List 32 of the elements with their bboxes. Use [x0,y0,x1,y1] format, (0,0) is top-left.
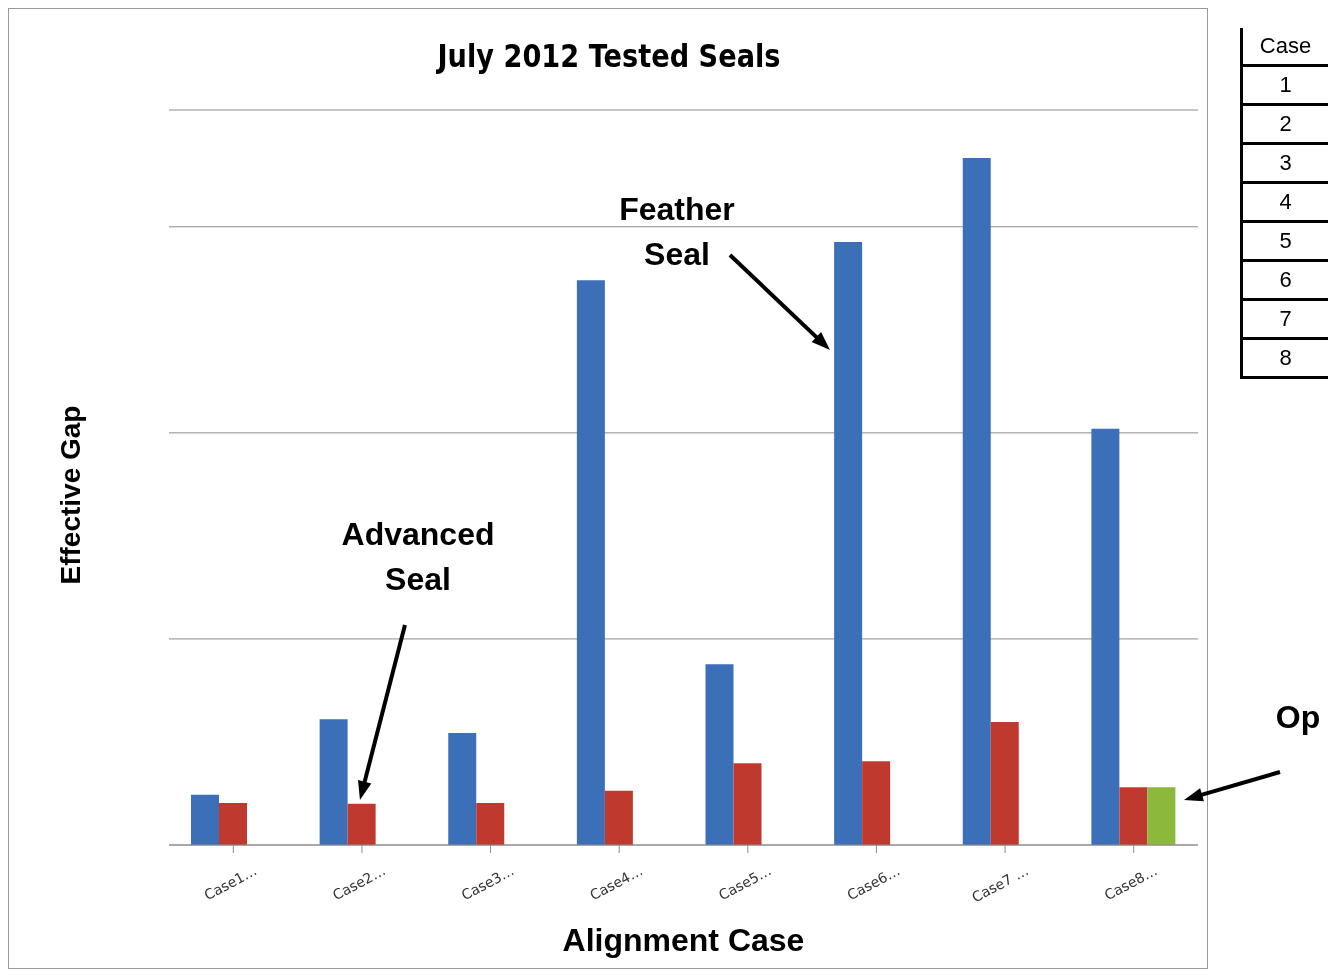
bar [604,790,633,845]
bar [219,803,247,845]
text: 3 [1241,143,1328,183]
bar [1119,787,1148,845]
text: 4 [1241,182,1328,222]
x-axis-title: Alignment Case [561,922,806,959]
text: 2 [1241,104,1328,144]
bar [1091,428,1120,845]
text: 5 [1241,221,1328,261]
text: Op [1274,698,1322,737]
y-axis-title: Effective Gap [55,405,87,585]
bar [347,803,376,845]
bar [834,241,863,845]
text: 8 [1241,338,1328,378]
text: 6 [1241,260,1328,300]
bar [705,664,734,845]
text: 1 [1241,65,1328,105]
bar [319,719,348,845]
bar [1147,787,1176,845]
chart-title: July 2012 Tested Seals [435,37,782,75]
bar [476,803,505,845]
bar [191,794,219,845]
annotation: Feather Seal [618,190,736,274]
bar [448,733,477,845]
bar [862,761,891,845]
bar [990,722,1019,845]
bar [733,763,762,845]
annotation: Advanced Seal [305,512,531,602]
bar [962,158,991,845]
text: Case [1241,28,1328,66]
text: 7 [1241,299,1328,339]
bar [576,280,605,845]
